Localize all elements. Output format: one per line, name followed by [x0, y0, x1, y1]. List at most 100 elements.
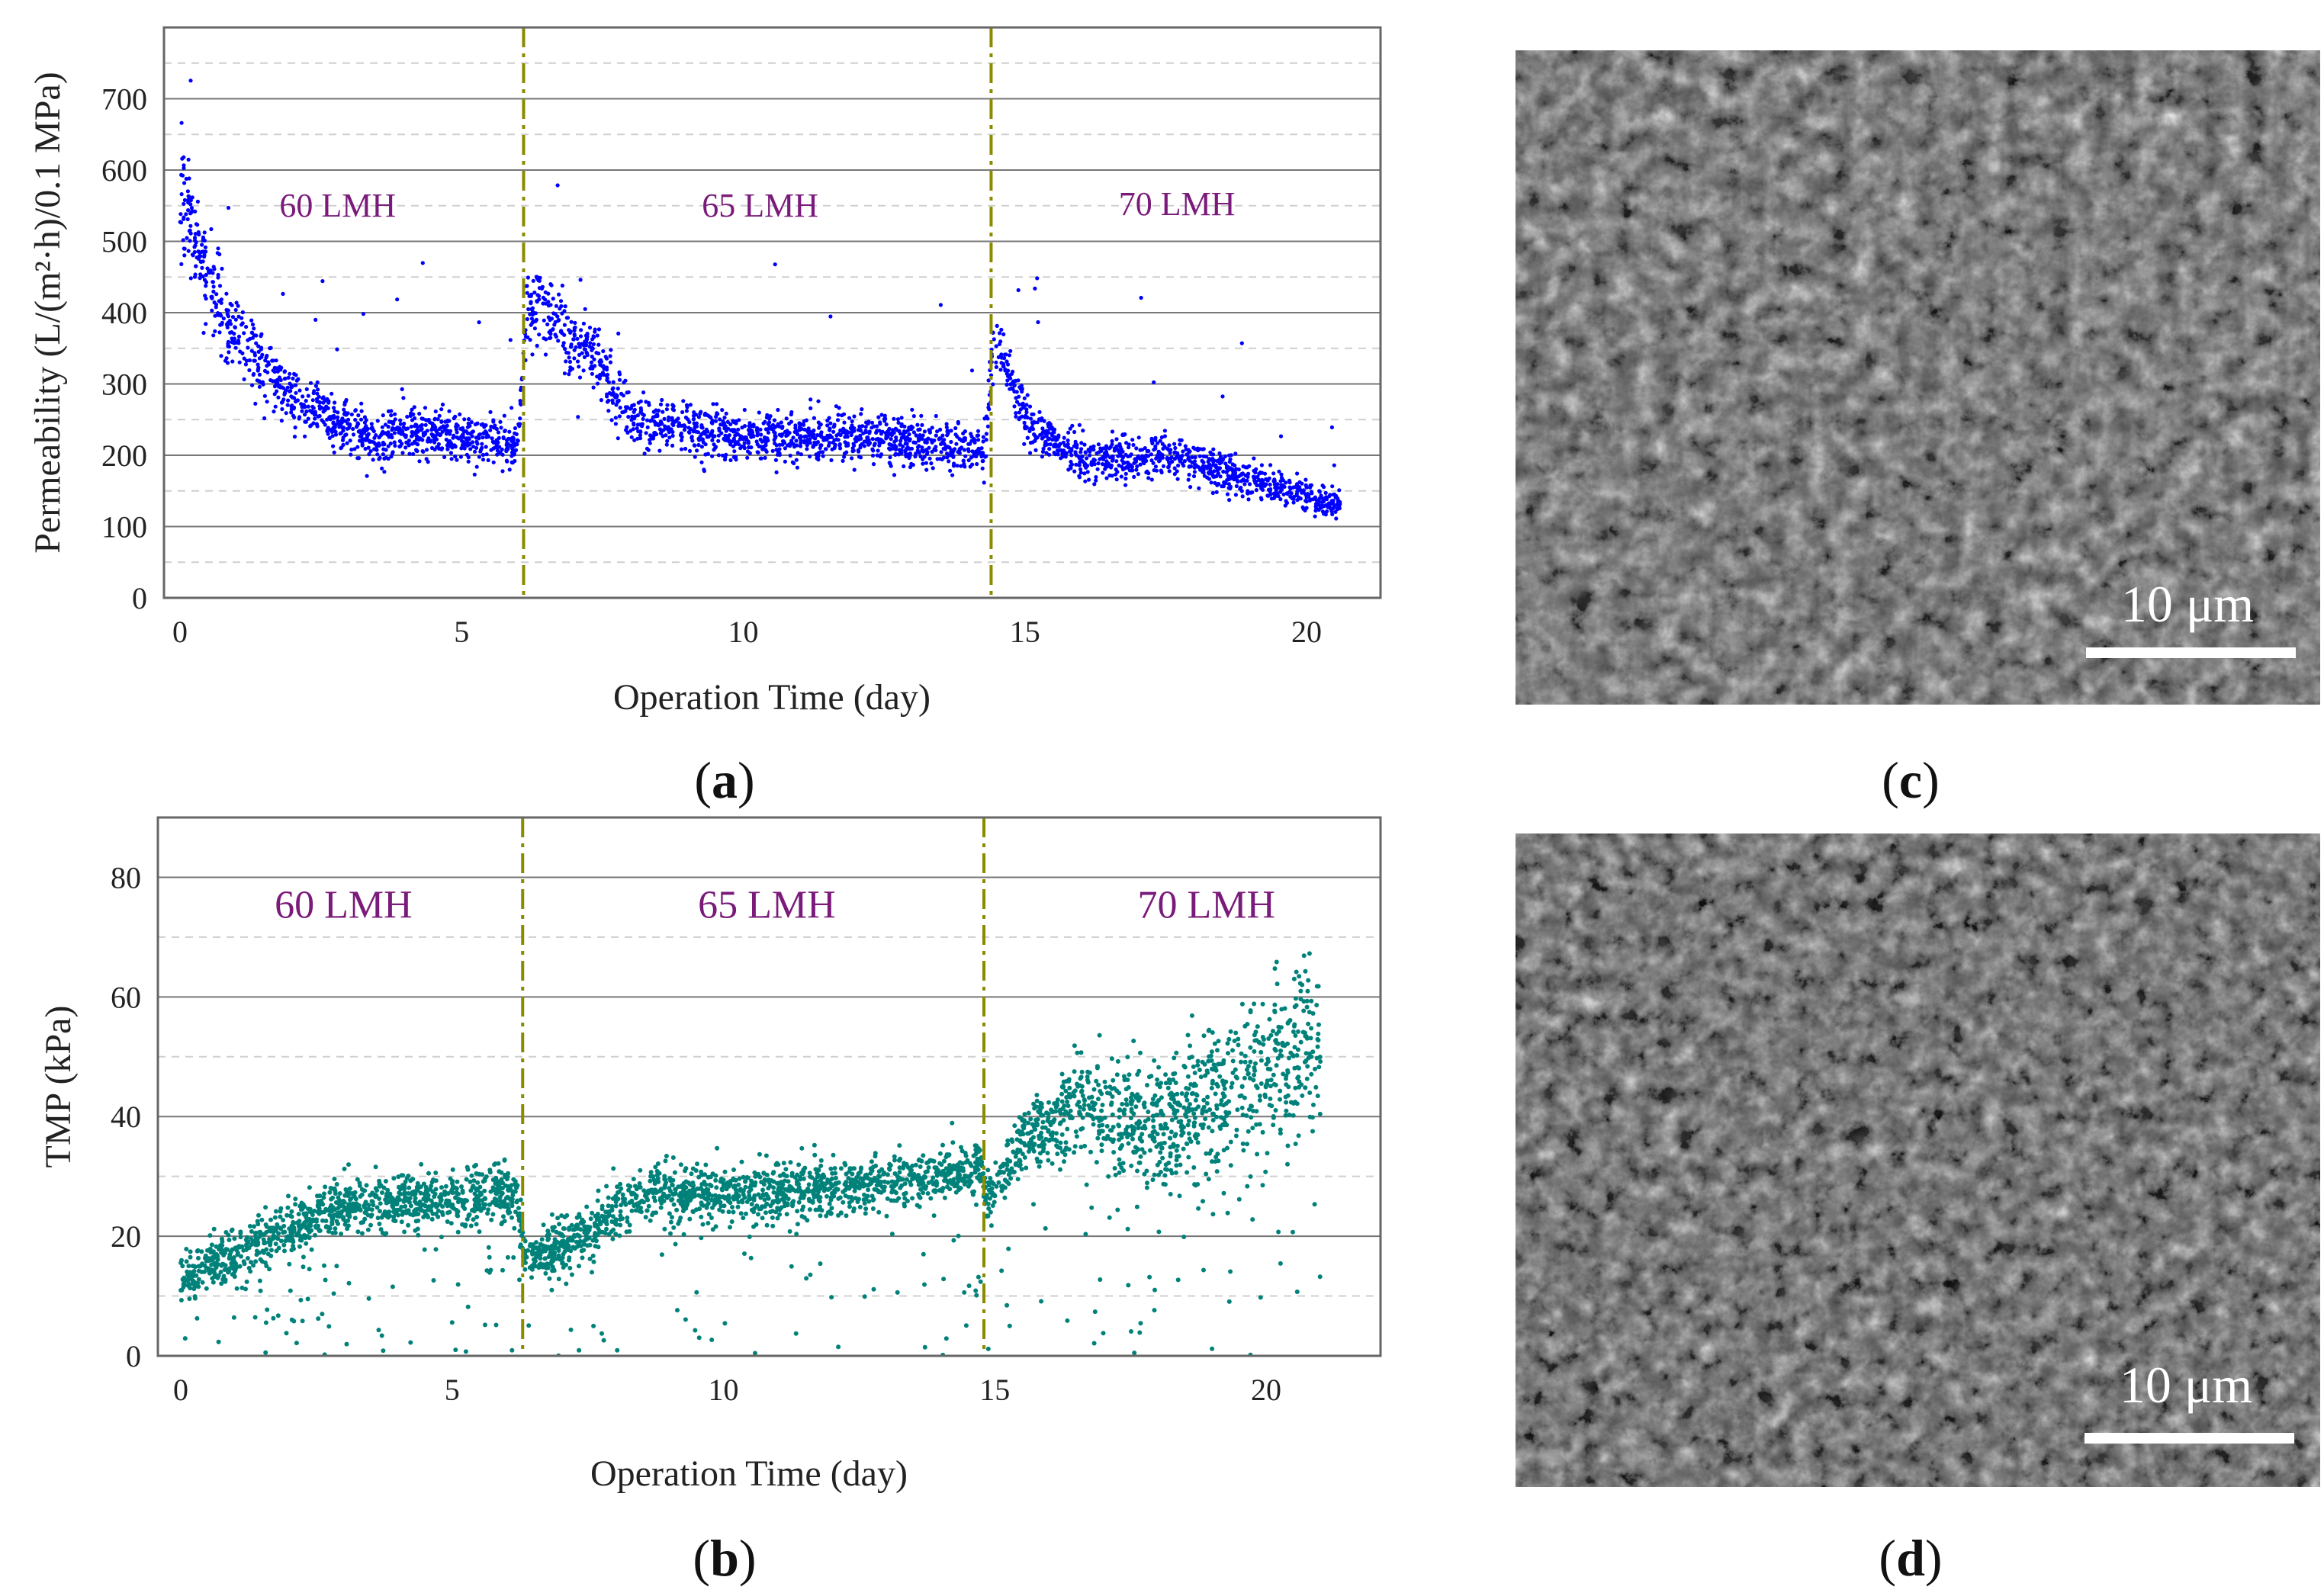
data-point [349, 452, 353, 457]
data-point [856, 448, 860, 453]
data-point [402, 1229, 407, 1235]
data-point [1175, 477, 1180, 481]
data-point [1234, 467, 1239, 471]
data-point [421, 1181, 426, 1187]
data-point [593, 329, 597, 334]
data-point [217, 299, 221, 304]
data-point [426, 436, 431, 441]
data-point [1292, 1045, 1297, 1050]
data-point [1274, 959, 1279, 965]
data-point [548, 332, 553, 336]
data-point [917, 1204, 922, 1209]
data-point [812, 416, 816, 420]
data-point [419, 426, 424, 432]
data-point [693, 1328, 698, 1333]
data-point [1017, 410, 1022, 415]
data-point [1025, 393, 1030, 397]
data-point [281, 397, 286, 402]
data-point [403, 433, 408, 438]
data-point [385, 1187, 391, 1193]
data-point [304, 399, 308, 403]
data-point [502, 413, 506, 418]
data-point [1267, 1017, 1272, 1022]
data-point [449, 1320, 455, 1325]
data-point [1117, 1146, 1123, 1151]
data-point [375, 452, 380, 457]
data-point [686, 417, 690, 422]
data-point [1303, 493, 1308, 497]
data-point [709, 430, 714, 435]
data-point [1132, 474, 1136, 480]
data-point [469, 420, 474, 425]
data-point [575, 336, 580, 341]
data-point [1204, 1100, 1210, 1106]
data-point [514, 432, 519, 437]
data-point [345, 441, 349, 445]
data-point [1186, 448, 1191, 452]
data-point [1040, 454, 1044, 459]
data-point [583, 307, 587, 311]
data-point [920, 437, 924, 442]
data-point [182, 246, 186, 251]
data-point [332, 406, 336, 410]
data-point [1165, 1085, 1171, 1090]
data-point [1085, 456, 1089, 461]
data-point [581, 343, 587, 348]
data-point [535, 343, 539, 348]
data-point [239, 316, 244, 320]
data-point [1254, 1122, 1259, 1127]
data-point [1245, 491, 1250, 496]
data-point [200, 242, 204, 247]
data-point [1084, 465, 1088, 470]
data-point [1331, 498, 1336, 503]
data-point [584, 337, 590, 342]
data-point [1296, 1029, 1300, 1034]
data-point [731, 429, 736, 434]
data-point [1062, 450, 1066, 455]
data-point [877, 429, 882, 433]
data-point [720, 422, 725, 427]
data-point [660, 397, 664, 403]
data-point [945, 451, 950, 456]
data-point [1242, 1095, 1247, 1100]
data-point [1239, 485, 1243, 490]
data-point [879, 413, 884, 417]
data-point [1083, 461, 1088, 467]
data-point [468, 442, 472, 446]
data-point [760, 439, 764, 444]
data-point [1016, 378, 1021, 383]
data-point [322, 1191, 326, 1196]
data-point [1160, 455, 1165, 460]
data-point [1251, 1108, 1255, 1113]
data-point [842, 451, 847, 456]
data-point [1132, 1351, 1137, 1356]
data-point [392, 440, 397, 445]
data-point [336, 415, 340, 419]
data-point [807, 432, 812, 438]
data-point [889, 464, 893, 468]
data-point [278, 1238, 284, 1244]
data-point [725, 419, 730, 425]
data-point [1107, 446, 1111, 451]
data-point [1123, 477, 1128, 481]
data-point [1268, 482, 1272, 487]
data-point [1147, 1274, 1152, 1280]
data-point [364, 424, 368, 429]
data-point [275, 389, 279, 393]
data-point [230, 315, 236, 320]
data-point [1079, 458, 1085, 463]
data-point [762, 444, 767, 449]
data-point [1253, 1061, 1258, 1066]
data-point [777, 424, 782, 429]
data-point [731, 419, 735, 423]
data-point [452, 416, 456, 421]
data-point [315, 1202, 320, 1207]
data-point [946, 445, 950, 449]
data-point [758, 427, 763, 432]
data-point [402, 421, 407, 426]
data-point [899, 422, 904, 426]
data-point [752, 1170, 757, 1175]
data-point [686, 426, 691, 430]
data-point [1106, 461, 1111, 466]
data-point [924, 467, 929, 472]
